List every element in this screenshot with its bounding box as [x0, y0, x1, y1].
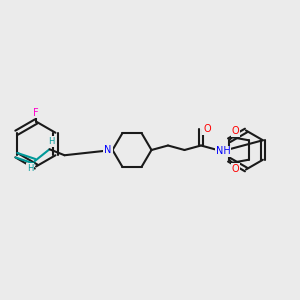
Text: O: O — [232, 126, 239, 136]
Text: O: O — [232, 164, 239, 174]
Text: F: F — [33, 107, 39, 118]
Text: H: H — [48, 137, 54, 146]
Text: NH: NH — [215, 146, 230, 157]
Text: N: N — [104, 145, 112, 155]
Text: O: O — [203, 124, 211, 134]
Text: H: H — [27, 164, 33, 173]
